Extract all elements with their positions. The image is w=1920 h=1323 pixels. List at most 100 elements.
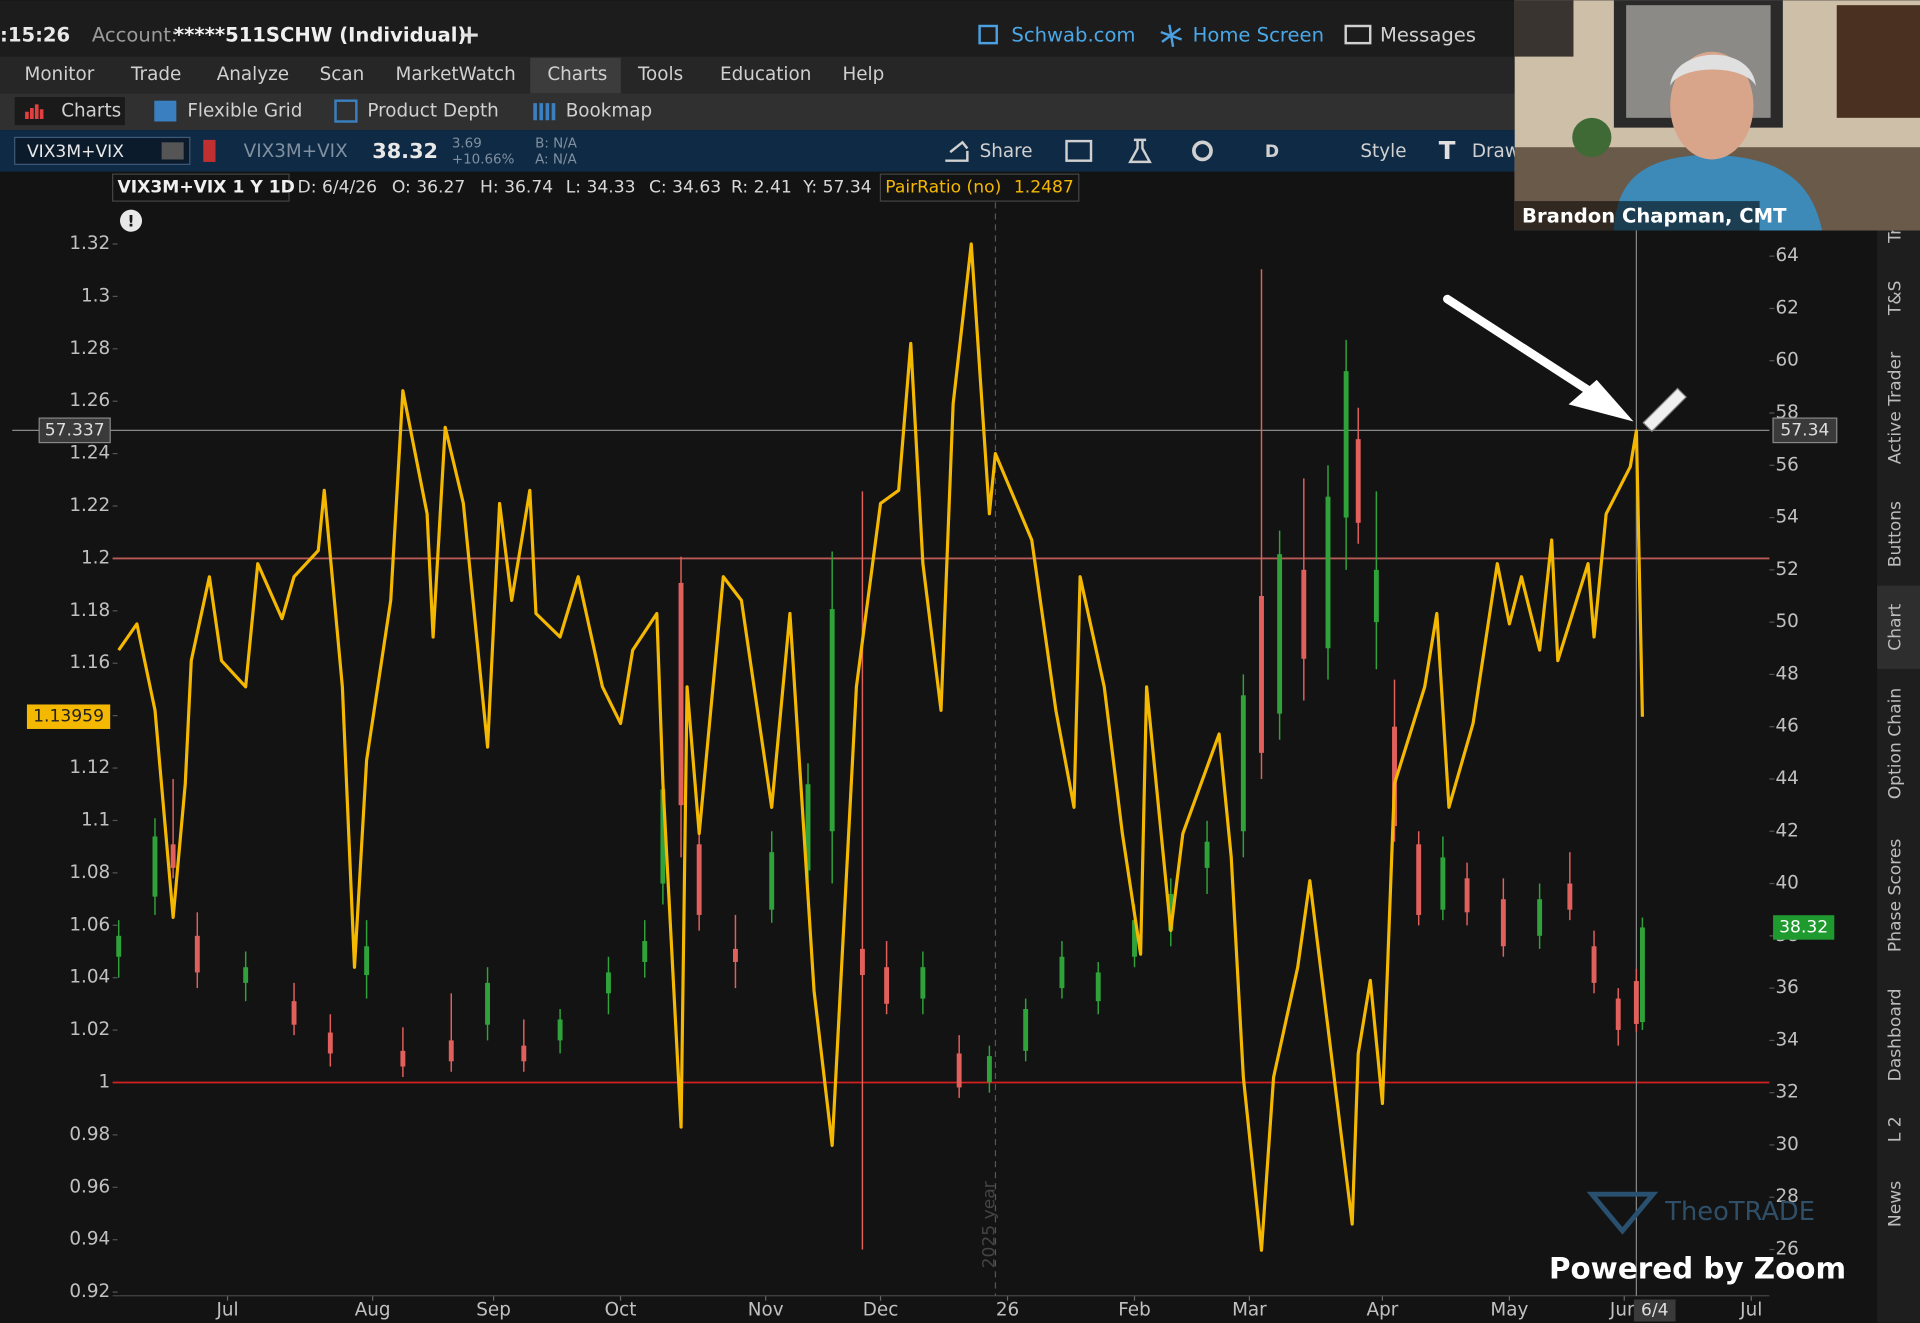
candle-body — [1567, 883, 1573, 910]
header-item: R: 2.41 — [731, 178, 792, 198]
y2-tick-label: 62 — [1776, 297, 1799, 318]
draw-icon: T — [1439, 136, 1456, 165]
symbol-box[interactable] — [14, 136, 191, 165]
y-tick-label: 1 — [99, 1071, 111, 1092]
x-tick-label: Feb — [1118, 1299, 1151, 1320]
menu-item[interactable]: Education — [720, 64, 811, 85]
crosshair-right-label: 57.34 — [1780, 420, 1829, 440]
schwab-link[interactable]: Schwab.com — [1011, 23, 1135, 46]
sidebar-tab[interactable]: Phase Scores — [1886, 839, 1906, 953]
candle-body — [152, 836, 158, 897]
info-icon[interactable] — [120, 209, 143, 232]
menu-item[interactable]: Help — [842, 64, 884, 85]
sidebar-tab[interactable]: Option Chain — [1886, 688, 1906, 800]
dropdown[interactable] — [161, 142, 184, 160]
header-item: D: 6/4/26 — [298, 178, 378, 198]
menu-item[interactable]: Trade — [130, 64, 181, 85]
y-tick-label: 1.26 — [69, 390, 110, 411]
candle-body — [859, 948, 865, 976]
menu-item[interactable]: Tools — [637, 64, 683, 85]
candle-body — [1259, 595, 1264, 753]
candle-body — [1277, 554, 1283, 714]
x-tick-label: Aug — [355, 1299, 391, 1320]
x-tick-label: Dec — [863, 1299, 899, 1320]
y-tick-label: 1.24 — [69, 443, 110, 464]
studies-icon[interactable] — [1128, 138, 1152, 164]
y-tick-label: 1.02 — [69, 1019, 110, 1040]
y2-tick-label: 54 — [1776, 507, 1799, 528]
menu-item[interactable]: Analyze — [217, 64, 289, 85]
subtab[interactable]: Charts — [61, 101, 121, 122]
draw-button[interactable]: Draw — [1472, 141, 1520, 162]
cursor-label: 6/4 — [1641, 1300, 1669, 1320]
candle-body — [1059, 956, 1065, 989]
y2-tick-label: 34 — [1776, 1029, 1799, 1050]
symbol[interactable]: VIX3M+VIX — [27, 142, 124, 162]
header-item: H: 36.74 — [480, 178, 553, 198]
messages-link[interactable]: Messages — [1380, 23, 1476, 46]
menu-item[interactable]: Charts — [547, 64, 607, 85]
clock: :15:26 — [0, 23, 70, 46]
tool-icon[interactable] — [1065, 139, 1093, 162]
watermark-logo — [1586, 1191, 1659, 1235]
sidebar-tab[interactable]: Active Trader — [1886, 351, 1906, 464]
candle-body — [1132, 920, 1137, 957]
y-tick-label: 1.12 — [69, 757, 110, 778]
y-tick-label: 1.04 — [69, 967, 110, 988]
candle-body — [400, 1050, 406, 1067]
subtab[interactable]: Product Depth — [367, 101, 498, 122]
watermark: TheoTRADE — [1664, 1197, 1815, 1227]
candle-body — [1615, 998, 1621, 1030]
home-icon — [1160, 24, 1183, 48]
year-label: 2025 year — [979, 1180, 999, 1268]
candle-body — [1464, 878, 1470, 913]
active-menu — [530, 57, 621, 94]
candle-body — [642, 941, 648, 962]
subtab[interactable]: Flexible Grid — [187, 101, 302, 122]
candle-body — [1355, 439, 1361, 523]
settings-icon[interactable] — [1192, 140, 1213, 162]
home-link[interactable]: Home Screen — [1193, 23, 1324, 46]
last-ratio-label: 1.13959 — [33, 707, 104, 727]
candle-body — [1240, 695, 1246, 832]
sidebar-tab[interactable]: Buttons — [1886, 501, 1906, 567]
y2-tick-label: 30 — [1776, 1134, 1799, 1155]
header-box — [879, 173, 1080, 202]
x-tick-label: Apr — [1367, 1299, 1399, 1320]
candle-body — [1343, 371, 1349, 518]
candle-body — [1168, 894, 1174, 931]
period[interactable]: D — [1265, 142, 1279, 162]
menu-item[interactable]: MarketWatch — [396, 64, 516, 85]
y-tick-label: 1.06 — [69, 914, 110, 935]
candle-body — [194, 935, 200, 973]
chart-title: VIX3M+VIX 1 Y 1D — [118, 178, 295, 198]
plant — [1572, 117, 1612, 158]
sidebar-tab[interactable]: News — [1886, 1181, 1906, 1227]
sidebar-tab[interactable]: Tr — [1886, 227, 1906, 244]
candle-body — [1537, 899, 1543, 936]
y-tick-label: 0.92 — [69, 1281, 110, 1302]
candle-body — [1204, 841, 1210, 868]
plot: 0.92 0.94 0.96 0.98 1 1.02 1.04 1.06 1.08 1.1 1.12… — [12, 202, 1838, 1322]
y2-tick-label: 50 — [1776, 611, 1799, 632]
y2-tick-label: 40 — [1776, 873, 1799, 894]
candle-body — [660, 789, 666, 884]
sidebar-tab[interactable]: L 2 — [1886, 1116, 1906, 1142]
ratio-line — [117, 242, 1644, 1252]
share-button[interactable]: Share — [980, 141, 1033, 162]
candle-body — [1591, 946, 1597, 983]
x-tick-label: 26 — [996, 1299, 1019, 1320]
candle-body — [696, 844, 702, 915]
candle-body — [1639, 927, 1645, 1023]
sidebar-tab[interactable]: Chart — [1886, 603, 1906, 650]
style-button[interactable]: Style — [1360, 141, 1406, 162]
x-tick-label: Sep — [476, 1299, 511, 1320]
menu-item[interactable]: Scan — [320, 64, 365, 85]
add-button[interactable]: + — [458, 19, 481, 50]
account[interactable]: *****511SCHW (Individual) — [174, 23, 467, 46]
sidebar-tab[interactable]: Dashboard — [1886, 989, 1906, 1082]
subtab[interactable]: Bookmap — [566, 101, 652, 122]
sidebar-tab[interactable]: T&S — [1886, 280, 1906, 316]
menu-item[interactable]: Monitor — [24, 64, 94, 85]
x-tick-label: Oct — [605, 1299, 637, 1320]
